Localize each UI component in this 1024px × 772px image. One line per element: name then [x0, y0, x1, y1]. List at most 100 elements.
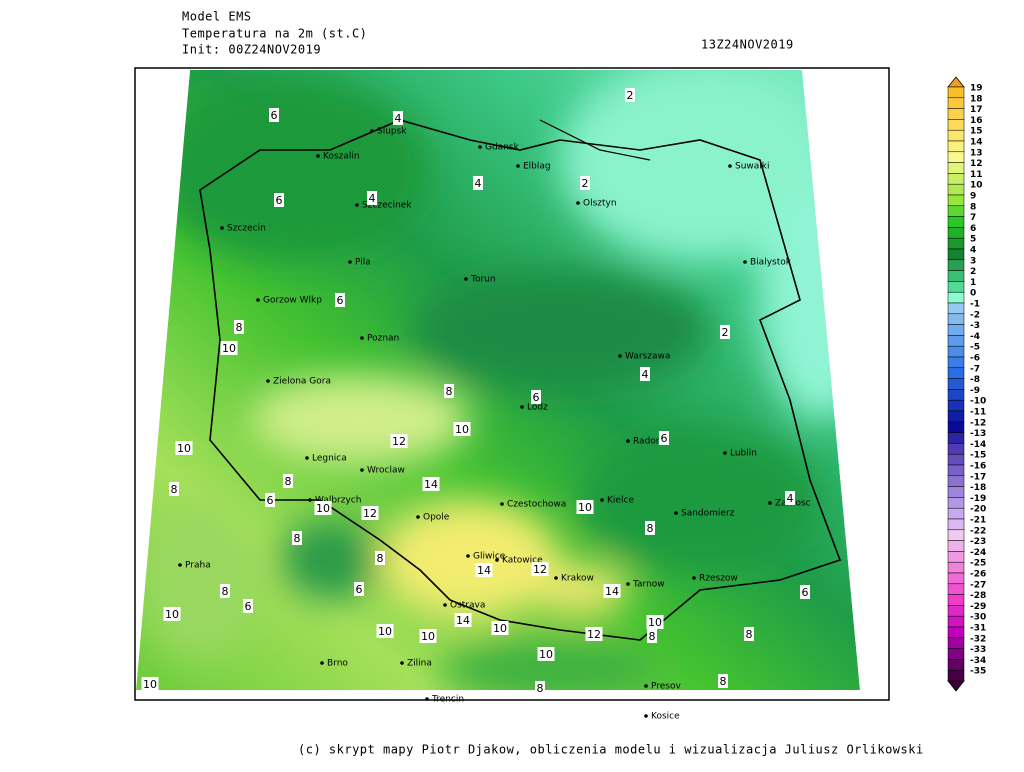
contour-label: 8 [647, 522, 654, 535]
city-dot [516, 164, 520, 168]
city-label: Presov [651, 682, 682, 692]
city-label: Czestochowa [507, 500, 566, 510]
contour-label-box [744, 627, 754, 641]
contour-label: 10 [648, 616, 662, 629]
contour-label: 10 [222, 342, 236, 355]
model-name: Model EMS [182, 10, 252, 24]
colorbar-label: -33 [970, 645, 986, 655]
city-dot [370, 129, 374, 133]
contour-label: 8 [222, 585, 229, 598]
parameter: Temperatura na 2m (st.C) [182, 27, 367, 41]
colorbar-label: 6 [970, 224, 976, 234]
contour-label-box [354, 582, 364, 596]
colorbar-label: -31 [970, 624, 986, 634]
colorbar-label: -7 [970, 364, 980, 374]
contour-label: 10 [539, 648, 553, 661]
contour-label-box [576, 500, 594, 514]
city-label: Gliwice [473, 552, 506, 562]
colorbar-label: -23 [970, 537, 986, 547]
contour-label: 6 [533, 391, 540, 404]
colorbar-label: -6 [970, 354, 980, 364]
contour-label-box [220, 341, 238, 355]
city-dot [723, 451, 727, 455]
colorbar-swatch [947, 119, 965, 131]
contour-label: 8 [649, 630, 656, 643]
colorbar-swatch [947, 291, 965, 304]
contour-label: 2 [627, 89, 634, 102]
init-time: Init: 00Z24NOV2019 [182, 43, 321, 57]
contour-label-box [603, 584, 621, 598]
colorbar-label: -34 [970, 656, 986, 666]
contour-label-box [283, 474, 293, 488]
colorbar-swatch [947, 313, 965, 325]
contour-label: 10 [578, 501, 592, 514]
city-dot [626, 582, 630, 586]
contour-label-box [393, 111, 403, 125]
colorbar-swatch [947, 497, 965, 509]
city-dot [644, 684, 648, 688]
contour-label-box [274, 193, 284, 207]
city-dot [600, 498, 604, 502]
colorbar-label: -14 [970, 440, 986, 450]
colorbar-label: -4 [970, 332, 980, 342]
colorbar-swatch [947, 173, 965, 185]
contour-label-box [785, 491, 795, 505]
colorbar-swatch [947, 237, 965, 250]
colorbar-swatch [947, 421, 965, 433]
contour-label: 10 [165, 608, 179, 621]
city-label: Tarnow [632, 580, 665, 590]
contour-label: 10 [421, 630, 435, 643]
contour-label: 12 [533, 563, 547, 576]
colorbar-label: 15 [970, 127, 983, 137]
colorbar-label: 17 [970, 105, 983, 115]
colorbar-label: -10 [970, 397, 986, 407]
colorbar-swatch [947, 335, 965, 347]
colorbar-label: 19 [970, 84, 983, 94]
colorbar-swatch [947, 572, 965, 585]
colorbar-label: 7 [970, 213, 976, 223]
colorbar-label: 14 [970, 138, 983, 148]
colorbar-label: 11 [970, 170, 983, 180]
contour-label-box [361, 506, 379, 520]
contour-label: 14 [605, 585, 619, 598]
city-dot [416, 515, 420, 519]
colorbar-label: 13 [970, 148, 983, 158]
city-label: Kosice [651, 712, 680, 722]
colorbar-swatch [947, 648, 965, 660]
colorbar-label: -22 [970, 526, 986, 536]
city-dot [728, 164, 732, 168]
colorbar-swatch [947, 270, 965, 282]
colorbar-label: 8 [970, 202, 976, 212]
city-dot [316, 154, 320, 158]
contour-label-box [531, 390, 541, 404]
contour-label: 8 [537, 682, 544, 695]
contour-label: 8 [285, 475, 292, 488]
colorbar-label: -26 [970, 570, 986, 580]
city-dot [520, 405, 524, 409]
contour-label-box [625, 88, 635, 102]
contour-label-box [647, 629, 657, 643]
colorbar-label: -29 [970, 602, 986, 612]
city-dot [626, 439, 630, 443]
contour-label: 6 [271, 109, 278, 122]
contour-label: 10 [378, 625, 392, 638]
contour-label: 14 [477, 564, 491, 577]
contour-label: 10 [177, 442, 191, 455]
contour-label: 6 [802, 586, 809, 599]
contour-label: 6 [276, 194, 283, 207]
contour-label-box [718, 674, 728, 688]
colorbar-swatch [947, 140, 965, 153]
contour-label: 2 [582, 177, 589, 190]
colorbar-label: -1 [970, 300, 980, 310]
colorbar-label: -5 [970, 343, 980, 353]
colorbar-swatch [947, 183, 965, 196]
contour-label-box [454, 613, 472, 627]
colorbar-swatch [947, 367, 965, 379]
colorbar-swatch [947, 669, 965, 682]
colorbar-swatch [947, 615, 965, 628]
contour-label-box [141, 677, 159, 691]
contour-label-box [375, 551, 385, 565]
city-dot [256, 298, 260, 302]
colorbar-label: -8 [970, 375, 980, 385]
